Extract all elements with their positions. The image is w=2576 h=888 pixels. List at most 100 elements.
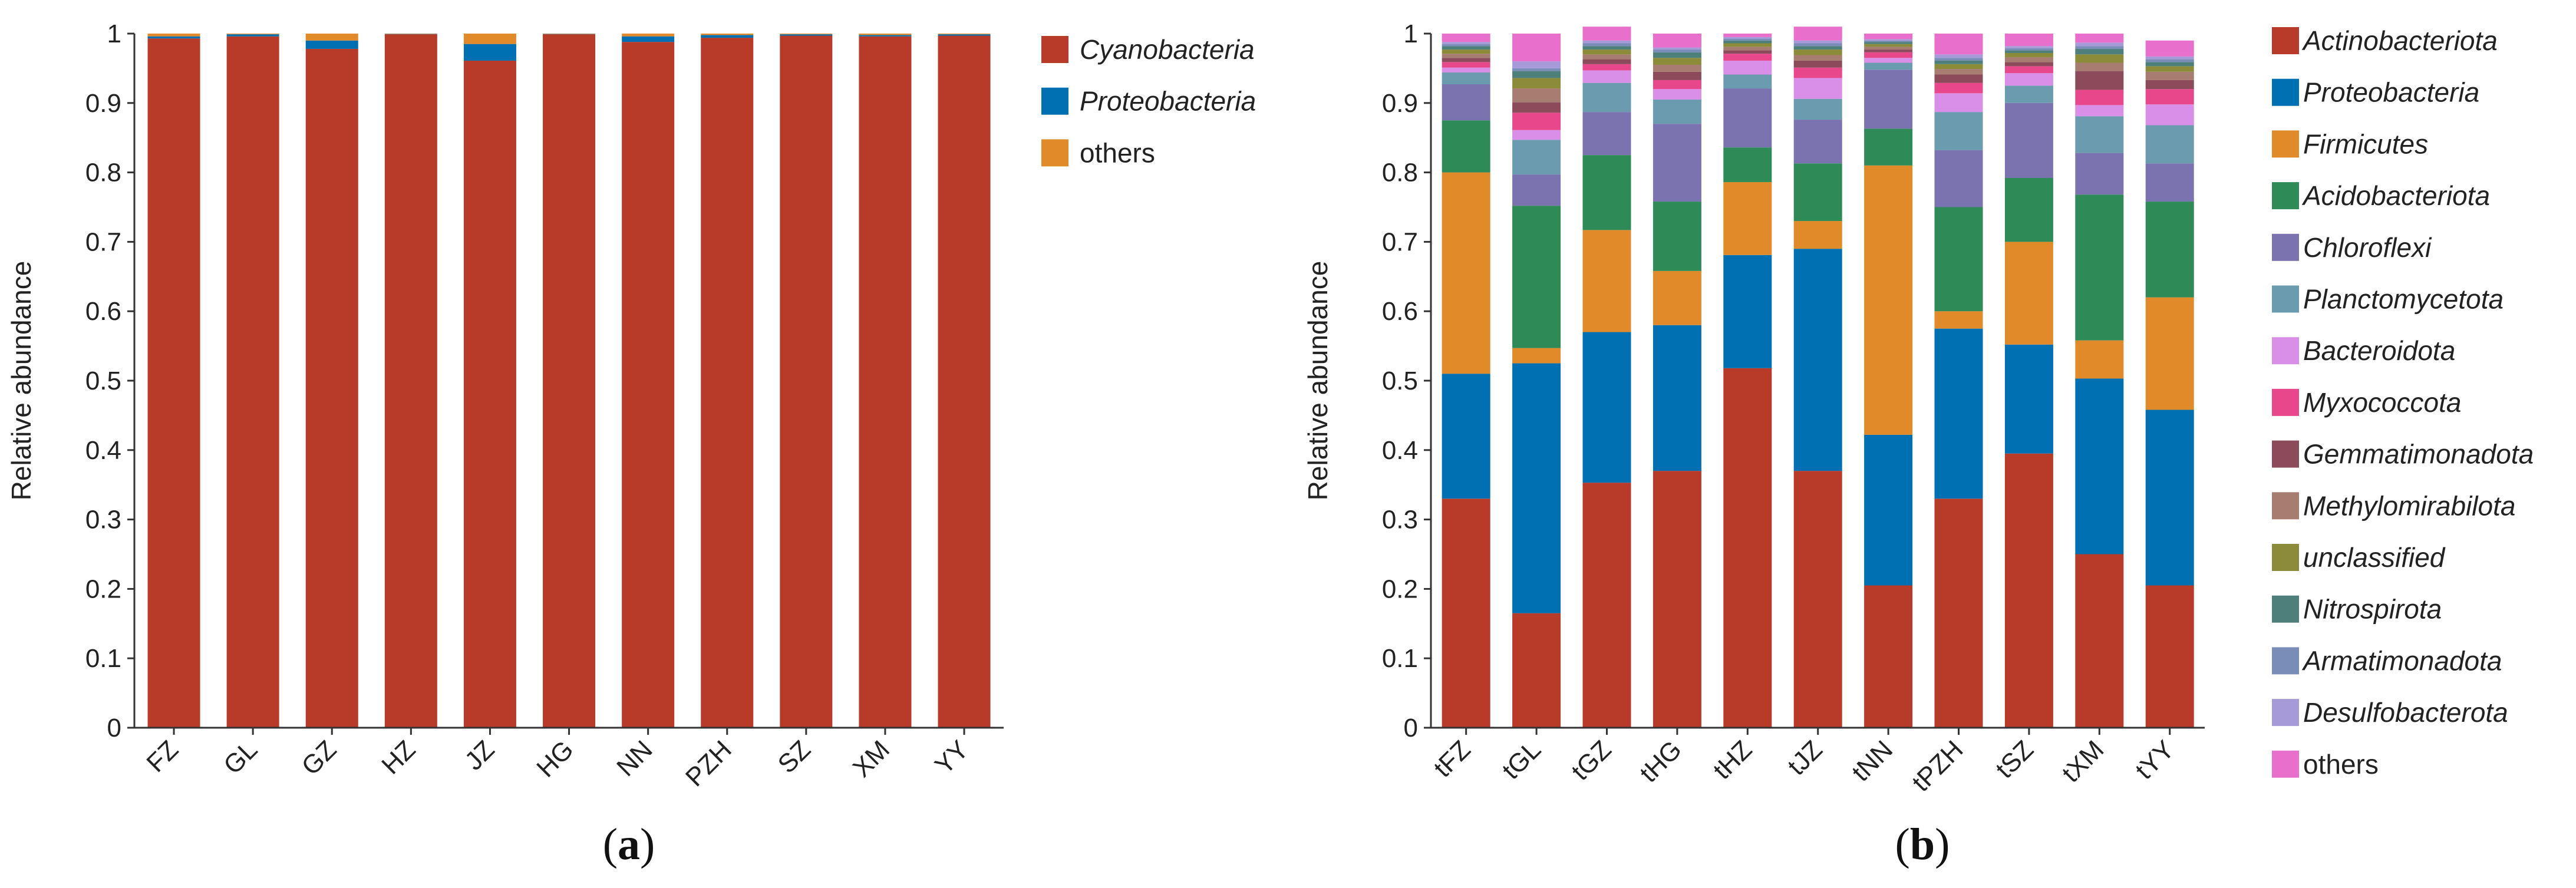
bar-segment-b-tHZ-Nitrospirota [1723, 40, 1772, 44]
bar-segment-a-YY-Cyanobacteria [938, 35, 991, 728]
bar-segment-a-XM-Cyanobacteria [859, 36, 912, 728]
bar-segment-b-tSZ-Chloroflexi [2004, 103, 2053, 179]
bar-segment-b-tHZ-Chloroflexi [1723, 88, 1772, 148]
bar-segment-b-tXM-Firmicutes [2075, 340, 2124, 379]
legend-label: others [1080, 137, 1155, 168]
legend-label: Acidobacteriota [2301, 180, 2490, 211]
bar-segment-a-GZ-others [305, 34, 358, 41]
x-tick-label: tHG [1634, 735, 1687, 788]
bar-segment-b-tNN-unclassified [1864, 44, 1913, 47]
bar-segment-b-tJZ-Armatimonadota [1793, 43, 1842, 47]
panel-label-a-open: ( [603, 820, 618, 869]
bar-segment-b-tHG-Bacteroidota [1653, 89, 1701, 100]
bar-segment-b-tSZ-Planctomycetota [2004, 85, 2053, 103]
x-tick-label: tHZ [1708, 735, 1758, 785]
bar-segment-b-tSZ-Acidobacteriota [2004, 178, 2053, 242]
y-tick-label: 0.7 [1382, 227, 1418, 256]
bar-segment-b-tPZH-Myxococcota [1934, 82, 1983, 94]
bar-segment-a-GZ-Cyanobacteria [305, 48, 358, 728]
bar-segment-b-tJZ-Bacteroidota [1793, 78, 1842, 99]
y-tick-label: 0.2 [85, 575, 121, 603]
x-tick-label: NN [611, 735, 658, 782]
bar-segment-b-tFZ-Chloroflexi [1442, 84, 1490, 121]
bar-segment-b-tJZ-Chloroflexi [1793, 120, 1842, 164]
bar-segment-b-tGZ-Nitrospirota [1582, 46, 1631, 50]
bar-segment-b-tGL-Methylomirabilota [1512, 88, 1561, 103]
legend-label: Bacteroidota [2303, 335, 2455, 366]
x-tick-label: PZH [680, 735, 737, 792]
bar-segment-b-tGL-Actinobacteriota [1512, 613, 1561, 728]
legend-label: Gemmatimonadota [2303, 439, 2534, 470]
bar-segment-b-tHZ-Methylomirabilota [1723, 47, 1772, 51]
y-tick-label: 0.1 [85, 644, 121, 673]
bar-segment-b-tHZ-Armatimonadota [1723, 38, 1772, 41]
y-axis-label: Relative abundance [6, 261, 37, 501]
bar-segment-b-tFZ-Acidobacteriota [1442, 120, 1490, 173]
bar-segment-b-tNN-Bacteroidota [1864, 58, 1913, 63]
bar-segment-b-tHZ-Acidobacteriota [1723, 147, 1772, 183]
bar-segment-b-tHZ-Desulfobacterota [1723, 37, 1772, 39]
y-tick-label: 0.7 [85, 227, 121, 256]
bar-segment-a-JZ-Proteobacteria [463, 44, 516, 61]
bar-segment-b-tJZ-Acidobacteriota [1793, 163, 1842, 222]
bar-segment-b-tYY-others [2145, 40, 2194, 57]
bar-segment-a-JZ-others [463, 34, 516, 44]
bar-segment-b-tXM-Planctomycetota [2075, 116, 2124, 153]
bar-segment-a-GL-Proteobacteria [226, 34, 279, 37]
bar-segment-b-tFZ-Planctomycetota [1442, 72, 1490, 84]
legend-swatch [2272, 699, 2299, 727]
bar-segment-b-tGZ-Firmicutes [1582, 230, 1631, 332]
panel-label-a: (a) [603, 820, 655, 869]
bar-segment-b-tHG-Actinobacteriota [1653, 471, 1701, 728]
legend-swatch [1041, 139, 1068, 167]
bar-segment-b-tGZ-others [1582, 27, 1631, 41]
bar-segment-b-tPZH-Bacteroidota [1934, 93, 1983, 113]
bar-segment-b-tYY-Bacteroidota [2145, 104, 2194, 126]
bar-segment-a-XM-others [859, 34, 912, 35]
bar-segment-b-tHG-Methylomirabilota [1653, 65, 1701, 72]
bar-segment-b-tGL-Acidobacteriota [1512, 206, 1561, 348]
bar-segment-b-tSZ-Actinobacteriota [2004, 453, 2053, 728]
bar-segment-b-tPZH-Planctomycetota [1934, 112, 1983, 150]
bar-segment-b-tHG-Desulfobacterota [1653, 47, 1701, 50]
bar-segment-b-tPZH-Armatimonadota [1934, 58, 1983, 61]
y-tick-label: 0.4 [85, 436, 121, 465]
bar-segment-b-tYY-Armatimonadota [2145, 59, 2194, 62]
bar-segment-b-tSZ-Nitrospirota [2004, 50, 2053, 53]
x-tick-label: tJZ [1782, 735, 1828, 781]
bar-segment-b-tFZ-Gemmatimonadota [1442, 58, 1490, 62]
legend-swatch [2272, 130, 2299, 158]
bar-segment-a-HG-Proteobacteria [543, 34, 596, 35]
x-tick-label: XM [847, 735, 895, 783]
bar-segment-b-tYY-Nitrospirota [2145, 62, 2194, 67]
y-tick-label: 0.3 [85, 506, 121, 534]
y-tick-label: 0.1 [1382, 644, 1418, 673]
bar-segment-b-tHZ-others [1723, 34, 1772, 37]
panel-label-b-letter: b [1910, 820, 1935, 869]
bar-segment-a-XM-Proteobacteria [859, 35, 912, 37]
x-tick-label: HZ [376, 735, 421, 780]
bar-segment-b-tJZ-Methylomirabilota [1793, 55, 1842, 61]
bar-segment-b-tHG-others [1653, 34, 1701, 48]
panel-label-b-open: ( [1895, 820, 1910, 869]
x-tick-label: SZ [773, 735, 816, 778]
bar-segment-b-tHZ-Proteobacteria [1723, 255, 1772, 368]
bar-segment-b-tPZH-Proteobacteria [1934, 328, 1983, 499]
y-tick-label: 0.8 [85, 159, 121, 187]
legend-label: Chloroflexi [2303, 232, 2432, 263]
legend-swatch [2272, 440, 2299, 468]
y-tick-label: 0.9 [85, 89, 121, 118]
x-tick-label: tYY [2130, 735, 2180, 785]
y-tick-label: 0.3 [1382, 506, 1418, 534]
y-tick-label: 0.8 [1382, 159, 1418, 187]
y-tick-label: 0 [107, 714, 121, 742]
bar-segment-a-JZ-Cyanobacteria [463, 60, 516, 728]
bar-segment-a-PZH-Cyanobacteria [701, 38, 754, 728]
bar-segment-b-tGZ-Proteobacteria [1582, 332, 1631, 483]
bar-segment-b-tFZ-Nitrospirota [1442, 46, 1490, 50]
legend-swatch [2272, 182, 2299, 210]
legend-swatch [2272, 285, 2299, 313]
bar-segment-b-tGZ-Gemmatimonadota [1582, 59, 1631, 64]
bar-segment-b-tJZ-Desulfobacterota [1793, 40, 1842, 44]
legend-label: Methylomirabilota [2303, 490, 2515, 521]
